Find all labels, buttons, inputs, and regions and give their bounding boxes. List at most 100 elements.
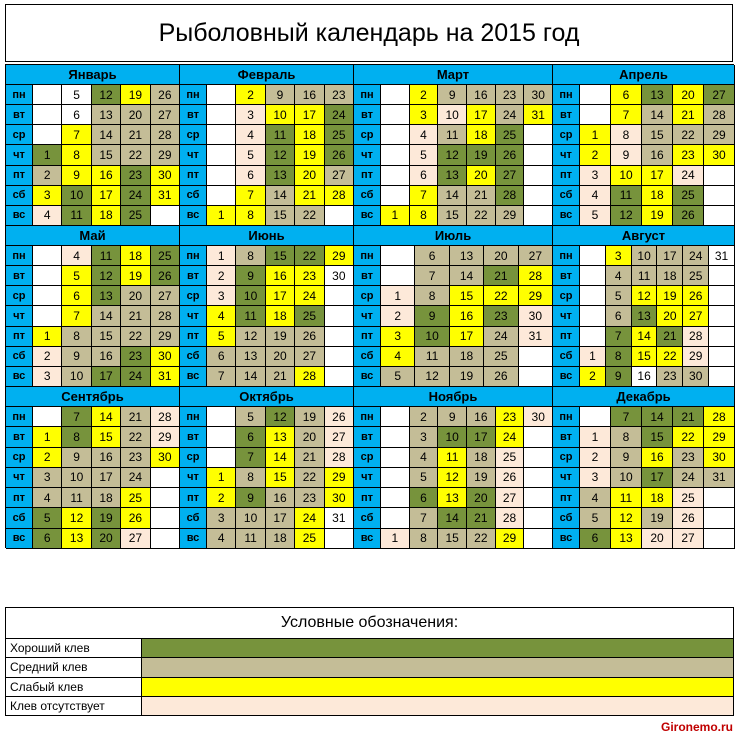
day-cell: 7 (236, 185, 266, 205)
day-cell: 28 (704, 407, 734, 427)
day-cell: 6 (409, 488, 439, 508)
day-cell: 15 (642, 427, 673, 447)
week-row: сб 7 14 21 28 (354, 508, 552, 529)
day-cell: 8 (409, 528, 439, 548)
day-cell: 15 (438, 528, 468, 548)
empty-cell (704, 186, 734, 205)
day-cell: 19 (91, 508, 122, 528)
day-cell: 22 (673, 427, 704, 447)
day-cell: 6 (207, 346, 237, 366)
day-cell: 30 (150, 165, 179, 185)
day-cell: 12 (62, 508, 92, 528)
weekday-label: вс (354, 205, 381, 225)
week-row: вс 5 12 19 26 (553, 205, 734, 225)
month-block: Июнь пн 1 8 15 22 29 вт 2 9 16 23 30 ср 3 10 17 24 чт 4 11 18… (180, 226, 354, 387)
day-cell: 27 (495, 488, 525, 508)
day-cell: 13 (236, 346, 266, 366)
weekday-label: сб (6, 508, 33, 528)
day-cell: 11 (415, 346, 450, 366)
day-cell: 2 (409, 407, 439, 427)
week-row: вс 6 13 20 27 (6, 528, 179, 548)
day-cell: 14 (438, 185, 468, 205)
day-cell: 18 (295, 125, 325, 145)
week-row: ср 1 8 15 22 29 (354, 286, 552, 307)
day-cell: 10 (265, 105, 296, 125)
day-cell: 16 (449, 306, 485, 326)
day-cell: 16 (632, 366, 658, 386)
week-row: вс 5 12 19 26 (354, 366, 552, 386)
day-cell: 17 (642, 165, 673, 185)
day-cell: 6 (605, 306, 632, 326)
weekday-label: пн (354, 85, 381, 105)
week-row: пн 3 10 17 24 31 (553, 246, 734, 267)
day-cell: 9 (611, 447, 642, 467)
day-cell: 24 (673, 165, 704, 185)
day-cell: 15 (449, 286, 485, 306)
day-cell: 4 (33, 205, 63, 225)
day-cell: 26 (673, 205, 704, 225)
weekday-label: пн (553, 246, 580, 266)
day-cell: 6 (33, 528, 63, 548)
weekday-label: вс (6, 366, 33, 386)
empty-cell (207, 185, 237, 205)
month-block: Ноябрь пн 2 9 16 23 30 вт 3 10 17 24 ср 4 11 18 25 чт 5 12 1… (354, 387, 553, 549)
day-cell: 23 (673, 447, 704, 467)
week-row: пт 4 11 18 25 (553, 488, 734, 509)
day-cell: 27 (150, 286, 179, 306)
weekday-label: ср (180, 286, 207, 306)
week-row: пн 7 14 21 28 (6, 407, 179, 428)
source-link[interactable]: Gironemo.ru (660, 720, 733, 734)
week-row: чт 3 10 17 24 (6, 467, 179, 489)
day-cell: 30 (150, 346, 179, 366)
week-row: вт 1 8 15 22 29 (6, 427, 179, 448)
day-cell: 15 (438, 205, 468, 225)
week-row: вт 7 14 21 28 (354, 266, 552, 287)
day-cell: 2 (580, 366, 606, 386)
day-cell: 1 (207, 205, 237, 225)
day-cell: 7 (236, 447, 266, 467)
week-row: сб 5 12 19 26 (553, 508, 734, 529)
day-cell: 14 (236, 366, 266, 386)
day-cell: 27 (683, 306, 710, 326)
day-cell: 24 (683, 246, 710, 266)
day-cell: 13 (438, 488, 468, 508)
day-cell: 23 (495, 407, 525, 427)
empty-cell (709, 327, 734, 346)
day-cell: 10 (438, 427, 468, 447)
day-cell: 29 (704, 427, 734, 447)
weekday-label: сб (180, 508, 207, 528)
empty-cell (151, 529, 179, 548)
day-cell: 1 (381, 205, 410, 225)
day-cell: 25 (121, 488, 151, 508)
day-cell: 19 (642, 508, 673, 528)
day-cell: 3 (207, 508, 237, 528)
empty-cell (151, 488, 179, 507)
week-row: чт 5 12 19 26 (180, 145, 353, 166)
day-cell: 26 (495, 467, 525, 488)
weekday-label: пт (180, 165, 207, 185)
day-cell: 2 (207, 488, 237, 508)
week-row: сб 7 14 21 28 (180, 185, 353, 206)
day-cell: 20 (642, 528, 673, 548)
day-cell: 7 (409, 508, 439, 528)
weekday-label: вт (6, 427, 33, 447)
day-cell: 24 (295, 286, 325, 306)
day-cell: 14 (449, 266, 485, 286)
day-cell: 19 (121, 266, 151, 286)
weekday-label: ср (553, 125, 580, 145)
day-cell: 7 (611, 407, 642, 427)
day-cell: 2 (580, 447, 611, 467)
empty-cell (519, 367, 552, 386)
day-cell: 15 (265, 246, 296, 266)
day-cell: 13 (631, 306, 658, 326)
day-cell: 27 (495, 165, 525, 185)
day-cell: 16 (265, 266, 296, 286)
month-name: Октябрь (180, 387, 353, 407)
day-cell: 10 (611, 467, 642, 488)
day-cell: 17 (265, 286, 296, 306)
day-cell: 29 (324, 246, 353, 266)
day-cell: 17 (657, 246, 684, 266)
day-cell: 29 (150, 326, 179, 346)
day-cell: 18 (467, 125, 496, 145)
day-cell: 13 (611, 528, 642, 548)
